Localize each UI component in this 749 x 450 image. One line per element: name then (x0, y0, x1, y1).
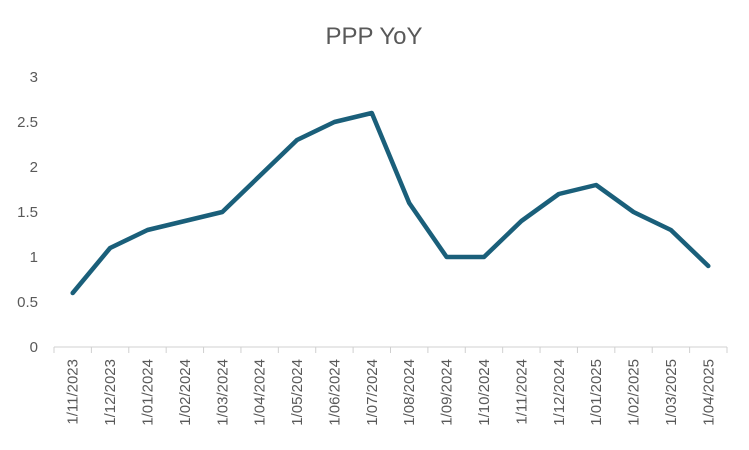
y-tick-label: 0.5 (17, 294, 38, 311)
x-axis-labels: 1/11/2023 1/12/2023 1/01/2024 1/02/2024 1/03… (65, 359, 718, 426)
x-tick-label: 1/01/2025 (588, 359, 605, 426)
y-tick-label: 1 (30, 249, 38, 266)
x-tick-label: 1/01/2024 (139, 359, 156, 426)
series-group (70, 110, 711, 296)
y-tick-label: 2 (30, 159, 38, 176)
y-tick-label: 3 (30, 69, 38, 86)
x-tick-label: 1/12/2023 (102, 359, 119, 426)
y-axis-ticks: 0 0.5 1 1.5 2 2.5 3 (17, 69, 38, 356)
x-tick-label: 1/04/2024 (252, 359, 269, 426)
x-tick-label: 1/08/2024 (401, 359, 418, 426)
series-line (70, 110, 711, 296)
chart-title: PPP YoY (326, 23, 423, 50)
x-tick-label: 1/04/2025 (700, 359, 717, 426)
y-tick-label: 0 (30, 339, 38, 356)
x-tick-label: 1/02/2024 (177, 359, 194, 426)
y-tick-label: 2.5 (17, 114, 38, 131)
x-tick-label: 1/09/2024 (439, 359, 456, 426)
x-tick-label: 1/06/2024 (326, 359, 343, 426)
x-tick-label: 1/12/2024 (551, 359, 568, 426)
x-axis-ticks (53, 347, 728, 353)
x-tick-label: 1/10/2024 (476, 359, 493, 426)
x-tick-label: 1/03/2025 (663, 359, 680, 426)
y-tick-label: 1.5 (17, 204, 38, 221)
x-tick-label: 1/11/2023 (65, 359, 82, 425)
x-tick-label: 1/07/2024 (364, 359, 381, 426)
x-tick-label: 1/05/2024 (289, 359, 306, 426)
x-tick-label: 1/03/2024 (214, 359, 231, 426)
x-tick-label: 1/02/2025 (626, 359, 643, 426)
x-tick-label: 1/11/2024 (513, 359, 530, 425)
